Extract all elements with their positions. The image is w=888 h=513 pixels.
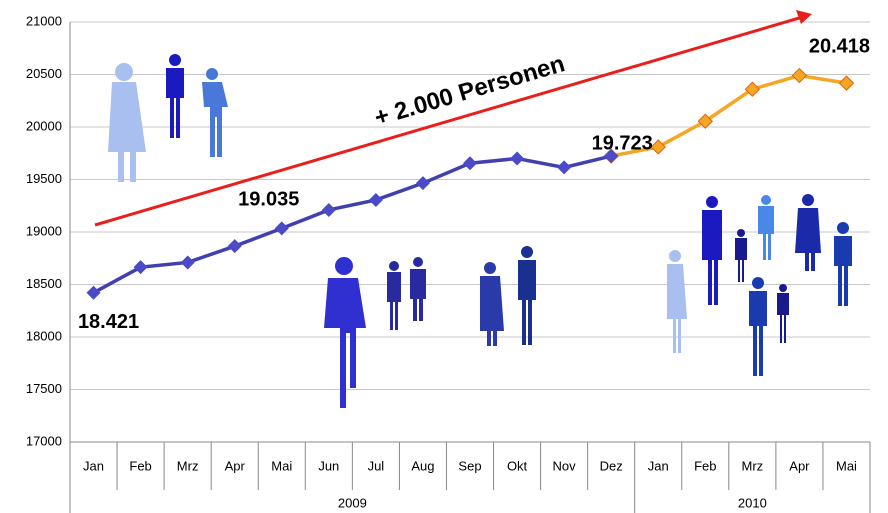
trend-arrow	[94, 14, 807, 227]
x-tick-label: Okt	[507, 458, 528, 473]
x-tick-label: Mai	[271, 458, 292, 473]
data-label: 19.035	[238, 189, 299, 211]
y-tick-label: 20000	[26, 118, 62, 133]
y-tick-label: 20500	[26, 66, 62, 81]
arrow-head	[796, 10, 812, 24]
x-tick-label: Mrz	[742, 458, 764, 473]
data-point	[321, 202, 336, 217]
figure	[667, 250, 687, 353]
figure	[202, 68, 228, 157]
data-point	[557, 160, 572, 175]
series-line	[92, 154, 612, 295]
figure	[324, 257, 366, 408]
series-line	[610, 73, 847, 158]
figure	[795, 194, 821, 271]
x-tick-label: Feb	[129, 458, 151, 473]
x-tick-label: Mai	[836, 458, 857, 473]
data-point	[744, 81, 761, 97]
figure	[735, 229, 747, 282]
data-point	[463, 156, 477, 171]
x-tick-label: Jan	[648, 458, 669, 473]
figure	[166, 54, 184, 138]
data-point	[180, 255, 195, 270]
x-tick-label: Feb	[694, 458, 716, 473]
x-tick-label: Apr	[789, 458, 810, 473]
data-point	[274, 221, 289, 236]
x-tick-label: Nov	[553, 458, 577, 473]
x-tick-label: Apr	[225, 458, 246, 473]
figure	[387, 261, 401, 330]
x-tick-label: Aug	[411, 458, 434, 473]
data-label: 20.418	[809, 35, 870, 57]
data-label: 19.723	[592, 132, 653, 154]
figure	[108, 63, 146, 182]
annotation: + 2.000 Personen	[371, 50, 567, 131]
figure	[758, 195, 774, 260]
y-tick-label: 19500	[26, 171, 62, 186]
x-tick-label: Jun	[318, 458, 339, 473]
y-tick-label: 21000	[26, 13, 62, 28]
y-tick-label: 17500	[26, 381, 62, 396]
data-point	[368, 192, 383, 207]
x-tick-label: Sep	[458, 458, 481, 473]
year-label: 2010	[738, 495, 767, 510]
figure	[480, 262, 504, 346]
figure	[518, 246, 536, 345]
y-tick-label: 19000	[26, 223, 62, 238]
data-point	[227, 239, 242, 254]
data-point	[838, 75, 855, 91]
data-point	[415, 176, 430, 191]
data-point	[697, 113, 714, 129]
data-point	[510, 151, 525, 166]
figure	[834, 222, 852, 306]
data-point	[604, 149, 619, 164]
data-point	[86, 285, 101, 300]
y-tick-label: 17000	[26, 433, 62, 448]
x-tick-label: Mrz	[177, 458, 199, 473]
figure	[702, 196, 722, 305]
data-point	[650, 139, 666, 155]
x-tick-label: Dez	[600, 458, 623, 473]
year-label: 2009	[338, 495, 367, 510]
data-label: 18.421	[78, 311, 139, 333]
decorative-figures	[108, 54, 852, 408]
figure	[410, 257, 426, 321]
x-tick-label: Jul	[368, 458, 385, 473]
figure	[749, 277, 767, 376]
figure	[777, 284, 789, 343]
data-point	[133, 260, 148, 275]
y-tick-label: 18500	[26, 276, 62, 291]
y-tick-label: 18000	[26, 328, 62, 343]
data-point	[791, 67, 808, 84]
x-tick-label: Jan	[83, 458, 104, 473]
